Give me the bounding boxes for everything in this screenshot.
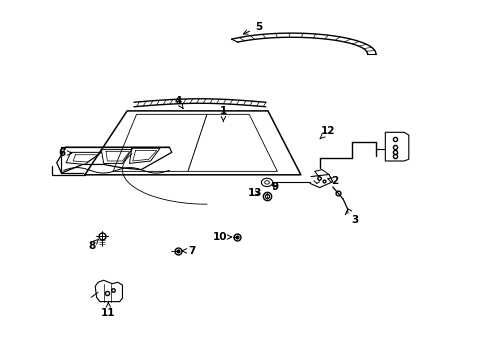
Text: 8: 8 [88, 239, 98, 251]
Text: 6: 6 [59, 148, 72, 158]
Text: 1: 1 [219, 106, 226, 121]
Text: 10: 10 [212, 232, 231, 242]
Text: 11: 11 [101, 302, 115, 318]
Text: 12: 12 [319, 126, 335, 139]
Text: 2: 2 [327, 176, 338, 186]
Text: 9: 9 [271, 182, 278, 192]
Text: 7: 7 [182, 246, 195, 256]
Text: 13: 13 [247, 188, 262, 198]
Text: 3: 3 [347, 208, 358, 225]
Text: 5: 5 [243, 22, 262, 34]
Text: 4: 4 [174, 95, 183, 108]
